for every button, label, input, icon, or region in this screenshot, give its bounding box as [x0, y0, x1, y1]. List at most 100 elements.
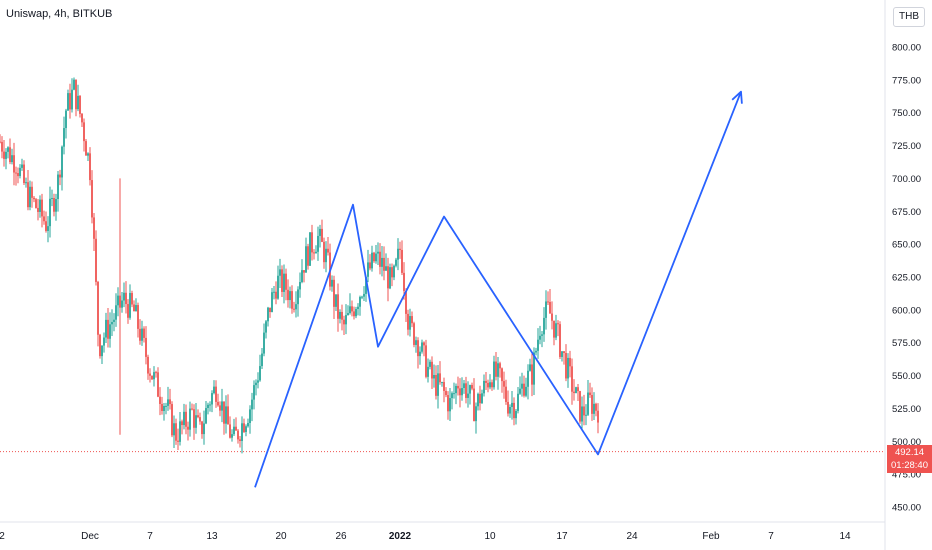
candle-body: [369, 262, 371, 269]
y-tick-label: 625.00: [892, 273, 921, 284]
candle-body: [185, 411, 187, 427]
candle-body: [263, 332, 265, 354]
candle-body: [439, 373, 441, 383]
candle-body: [151, 375, 153, 380]
candle-body: [33, 197, 35, 200]
candle-body: [303, 270, 305, 273]
candle-body: [167, 399, 169, 406]
x-tick-label: Dec: [81, 531, 99, 542]
candle-body: [189, 408, 191, 430]
candle-body: [349, 306, 351, 314]
candle-body: [29, 186, 31, 208]
candle-body: [139, 328, 141, 341]
candle-body: [313, 252, 315, 254]
candle-body: [213, 386, 215, 394]
time-axis[interactable]: 2 Dec 7 13 20 26 2022 10 17 24 Feb 7 14: [0, 521, 885, 542]
currency-badge[interactable]: THB: [893, 7, 925, 27]
x-tick-label: 17: [556, 531, 568, 542]
candle-body: [57, 174, 59, 200]
candle-body: [27, 182, 29, 208]
candle-body: [209, 404, 211, 406]
candle-body: [99, 334, 101, 357]
x-tick-label: 13: [206, 531, 218, 542]
candle-body: [417, 340, 419, 357]
candle-body: [493, 361, 495, 388]
candle-body: [287, 289, 289, 301]
candle-body: [421, 342, 423, 352]
candle-body: [363, 293, 365, 297]
candle-body: [537, 339, 539, 351]
candle-body: [85, 141, 87, 156]
candle-body: [375, 253, 377, 262]
candle-body: [335, 294, 337, 307]
candle-body: [227, 406, 229, 425]
candle-body: [71, 89, 73, 110]
candle-body: [31, 186, 33, 198]
candle-body: [0, 141, 1, 143]
candle-body: [197, 415, 199, 418]
candle-body: [47, 226, 49, 231]
target-arrowhead: [731, 90, 743, 104]
candle-body: [181, 421, 183, 426]
candle-body: [149, 373, 151, 376]
candle-body: [523, 383, 525, 396]
candle-body: [55, 199, 57, 212]
candle-body: [529, 364, 531, 371]
candle-body: [73, 79, 75, 90]
candle-body: [431, 361, 433, 379]
candle-body: [591, 395, 593, 414]
candle-body: [519, 388, 521, 394]
candle-body: [409, 316, 411, 330]
candle-body: [461, 388, 463, 396]
candle-body: [201, 421, 203, 435]
x-tick-label: 7: [768, 531, 774, 542]
candle-body: [571, 366, 573, 392]
candle-body: [177, 440, 179, 442]
candle-body: [113, 319, 115, 322]
candle-body: [405, 290, 407, 314]
candle-body: [351, 306, 353, 312]
candle-body: [467, 393, 469, 398]
candle-body: [253, 385, 255, 400]
candle-body: [465, 383, 467, 398]
candle-body: [147, 356, 149, 374]
y-tick-label: 575.00: [892, 338, 921, 349]
candle-body: [285, 273, 287, 290]
candle-body: [475, 406, 477, 422]
x-tick-label: 2022: [389, 531, 412, 542]
candle-body: [163, 405, 165, 411]
candle-body: [183, 411, 185, 426]
candle-body: [21, 164, 23, 168]
candle-body: [307, 246, 309, 266]
candle-body: [489, 382, 491, 388]
candle-body: [77, 95, 79, 110]
x-tick-label: 20: [275, 531, 287, 542]
candle-body: [235, 426, 237, 431]
candle-body: [365, 276, 367, 294]
candle-body: [9, 147, 11, 163]
candle-body: [215, 386, 217, 402]
candle-body: [91, 180, 93, 218]
candle-body: [95, 238, 97, 282]
candle-body: [323, 241, 325, 263]
last-price-tag: 492.14 01:28:40: [887, 445, 932, 473]
pattern-polyline: [254, 91, 742, 488]
candle-body: [1, 141, 3, 152]
candle-body: [295, 304, 297, 310]
candle-body: [379, 251, 381, 267]
candle-body: [533, 352, 535, 385]
candle-body: [245, 426, 247, 432]
candle-body: [541, 334, 543, 336]
candle-body: [239, 439, 241, 442]
candle-body: [549, 301, 551, 314]
price-axis[interactable]: 450.00 475.00 500.00 525.00 550.00 575.00 600.…: [884, 0, 921, 550]
candle-body: [255, 382, 257, 386]
candle-body: [501, 368, 503, 382]
candle-body: [3, 151, 5, 159]
candle-body: [81, 113, 83, 123]
y-tick-label: 800.00: [892, 43, 921, 54]
pattern-drawing[interactable]: [254, 90, 743, 488]
candle-body: [265, 321, 267, 333]
candle-body: [273, 291, 275, 293]
